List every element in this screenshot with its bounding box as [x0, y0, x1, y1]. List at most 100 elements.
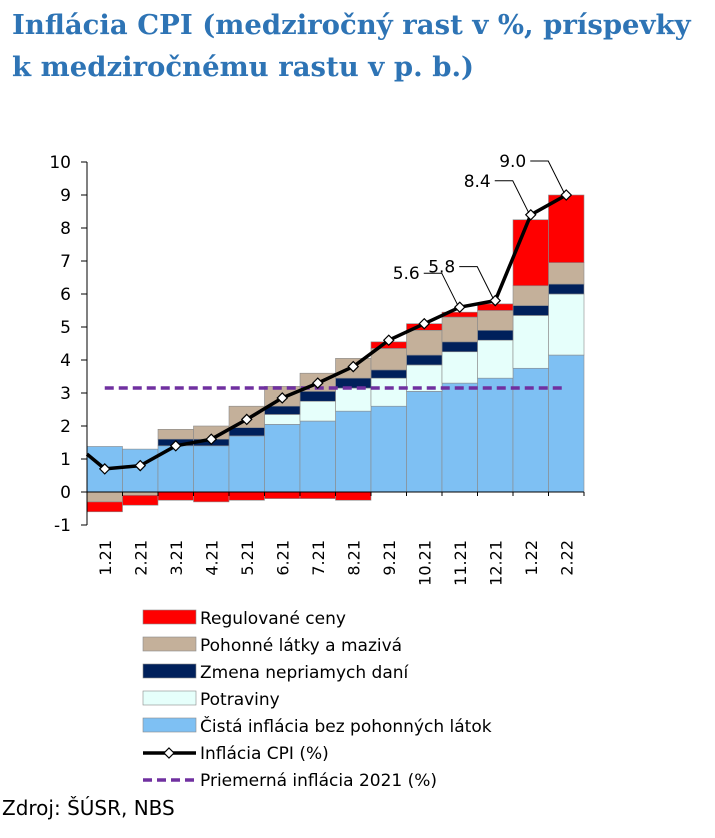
- legend-swatch-food: [142, 690, 197, 706]
- y-tick-label: 9: [60, 186, 71, 206]
- data-label: 5.8: [428, 258, 455, 278]
- x-tick-label: 7.21: [309, 540, 328, 576]
- data-label-leader: [494, 180, 530, 214]
- cpi-marker: [98, 463, 111, 475]
- x-tick-label: 10.21: [415, 540, 434, 586]
- cpi-marker: [311, 377, 324, 389]
- bar-segment-indirect_taxes: [228, 427, 265, 437]
- bar-segment-regulated: [299, 491, 336, 499]
- bar-segment-food: [264, 414, 301, 425]
- y-tick-label: 3: [60, 384, 71, 404]
- bar-segment-indirect_taxes: [406, 354, 443, 366]
- data-label: 9.0: [499, 152, 526, 172]
- bar-segment-regulated: [193, 491, 230, 503]
- bar-segment-food: [477, 339, 514, 379]
- x-tick-label: 2.22: [557, 540, 576, 576]
- bar-segment-fuels: [370, 348, 407, 371]
- bar-segment-food: [370, 377, 407, 407]
- plot-area: -1 0 1 2 3 4 5 6 7 8 9 10 1.21 2.21 3.21 4.21 5.21 6.21 7.…: [49, 152, 585, 586]
- y-tick-label: 10: [49, 153, 71, 173]
- bar-segment-food: [512, 315, 549, 369]
- x-tick-label: 8.21: [344, 540, 363, 576]
- bar-segment-fuels: [548, 262, 585, 285]
- bar-segment-fuels: [512, 285, 549, 306]
- bar-segment-food: [441, 351, 478, 384]
- legend-label: Inflácia CPI (%): [200, 744, 329, 764]
- data-label: 5.6: [393, 264, 420, 284]
- bar-segment-core: [441, 382, 478, 493]
- y-tick-label: 2: [60, 417, 71, 437]
- legend-label: Priemerná inflácia 2021 (%): [200, 771, 437, 791]
- y-tick-label: 6: [60, 285, 71, 305]
- bar-segment-core: [406, 391, 443, 493]
- x-tick-label: 1.22: [522, 540, 541, 576]
- bar-segment-core: [193, 445, 230, 493]
- inflation-chart: -1 0 1 2 3 4 5 6 7 8 9 10 1.21 2.21 3.21 4.21 5.21 6.21 7.…: [49, 152, 585, 791]
- x-tick-label: 11.21: [451, 540, 470, 586]
- legend-label: Potraviny: [200, 690, 280, 710]
- bar-segment-core: [228, 435, 265, 493]
- bar-segment-regulated: [335, 491, 372, 501]
- bar-segment-regulated: [122, 494, 159, 506]
- bar-segment-core: [335, 410, 372, 493]
- chart-title: Inflácia CPI (medziročný rast v %, prísp…: [12, 4, 702, 88]
- legend-swatch-indirect_taxes: [142, 663, 197, 679]
- data-label: 8.4: [464, 172, 491, 192]
- x-tick-label: 4.21: [202, 540, 221, 576]
- y-tick-label: -1: [54, 516, 71, 536]
- bar-segment-indirect_taxes: [299, 391, 336, 402]
- bar-segment-indirect_taxes: [477, 330, 514, 341]
- data-label-leader: [459, 266, 494, 299]
- x-tick-label: 3.21: [167, 540, 186, 576]
- x-tick-label: 12.21: [486, 540, 505, 586]
- data-label-leader: [530, 160, 565, 194]
- bar-segment-food: [299, 400, 336, 422]
- legend-label: Čistá inflácia bez pohonných látok: [200, 715, 492, 737]
- y-tick-label: 8: [60, 219, 71, 239]
- bar-segment-indirect_taxes: [512, 305, 549, 316]
- bar-segment-regulated: [86, 501, 123, 513]
- legend-label: Regulované ceny: [200, 609, 346, 629]
- cpi-marker: [347, 360, 360, 373]
- x-tick-label: 6.21: [273, 540, 292, 576]
- legend-swatch-regulated: [142, 609, 197, 625]
- bar-segment-fuels: [406, 330, 443, 356]
- source-note: Zdroj: ŠÚSR, NBS: [2, 796, 175, 820]
- x-tick-label: 5.21: [238, 540, 257, 576]
- cpi-marker: [169, 439, 182, 452]
- bar-segment-regulated: [157, 491, 194, 501]
- bar-segment-indirect_taxes: [548, 283, 585, 295]
- bar-segment-regulated: [264, 491, 301, 499]
- x-tick-label: 1.21: [96, 540, 115, 576]
- y-tick-label: 5: [60, 318, 71, 338]
- bar-segment-core: [477, 377, 514, 493]
- bar-segment-core: [264, 424, 301, 493]
- bar-segment-fuels: [157, 428, 194, 440]
- cpi-marker: [240, 413, 253, 426]
- cpi-marker: [276, 392, 289, 404]
- x-tick-label: 2.21: [131, 540, 150, 576]
- bar-segment-fuels: [86, 491, 123, 503]
- cpi-marker: [418, 317, 431, 330]
- legend-label: Zmena nepriamych daní: [200, 663, 410, 683]
- y-tick-label: 7: [60, 252, 71, 272]
- legend-label: Pohonné látky a mazivá: [200, 636, 402, 656]
- bar-segment-food: [548, 293, 585, 356]
- cpi-marker: [205, 433, 218, 446]
- y-tick-label: 4: [60, 351, 71, 371]
- data-label-leader: [423, 272, 459, 306]
- chart-title-line-1: Inflácia CPI (medziročný rast v %, prísp…: [12, 9, 691, 41]
- legend-swatch-fuels: [142, 636, 197, 652]
- bar-segment-core: [299, 420, 336, 493]
- bar-segment-core: [370, 405, 407, 493]
- bar-segment-core: [548, 354, 585, 493]
- bar-segment-food: [335, 387, 372, 412]
- x-tick-label: 9.21: [380, 540, 399, 576]
- bar-segment-fuels: [441, 316, 478, 343]
- bar-segment-regulated: [512, 219, 549, 287]
- chart-title-line-2: k medziročnému rastu v p. b.): [12, 51, 475, 83]
- bar-segment-regulated: [228, 491, 265, 501]
- y-tick-label: 1: [60, 450, 71, 470]
- bar-segment-food: [406, 364, 443, 392]
- bar-segment-indirect_taxes: [370, 369, 407, 379]
